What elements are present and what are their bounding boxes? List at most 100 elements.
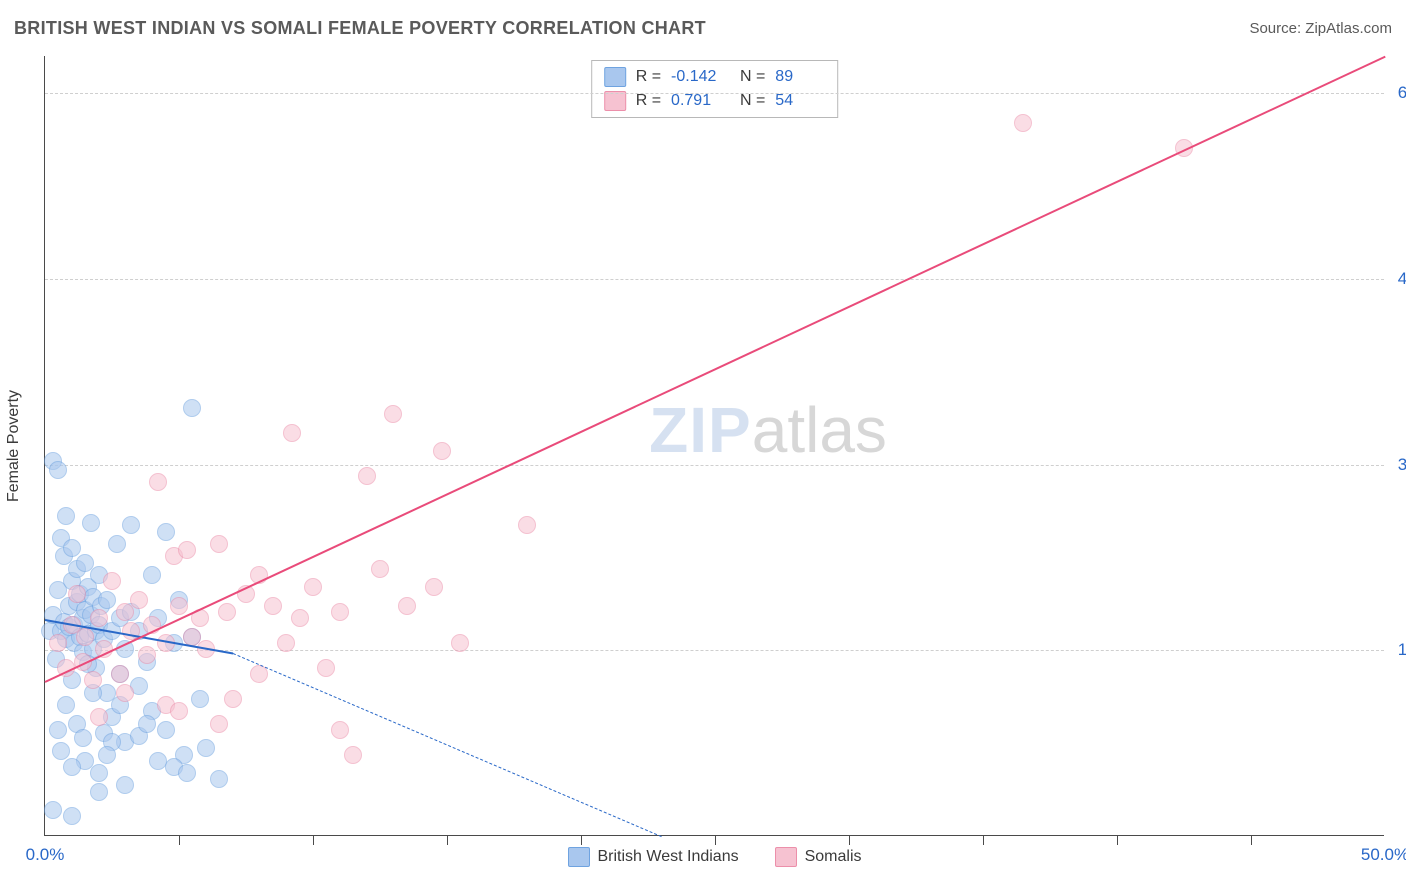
data-point: [277, 634, 295, 652]
data-point: [210, 770, 228, 788]
scatter-chart: ZIPatlas R = -0.142 N = 89 R = 0.791 N =…: [44, 56, 1384, 836]
data-point: [518, 516, 536, 534]
data-point: [138, 646, 156, 664]
data-point: [178, 764, 196, 782]
x-tick: [849, 835, 850, 845]
chart-title: BRITISH WEST INDIAN VS SOMALI FEMALE POV…: [14, 18, 706, 39]
correlation-stats-box: R = -0.142 N = 89 R = 0.791 N = 54: [591, 60, 839, 118]
data-point: [90, 609, 108, 627]
gridline: [45, 650, 1384, 651]
data-point: [178, 541, 196, 559]
gridline: [45, 279, 1384, 280]
data-point: [344, 746, 362, 764]
data-point: [116, 684, 134, 702]
r-value: 0.791: [671, 92, 721, 110]
data-point: [84, 671, 102, 689]
swatch-icon: [568, 847, 590, 867]
data-point: [210, 715, 228, 733]
data-point: [90, 764, 108, 782]
x-tick: [1251, 835, 1252, 845]
x-tick: [1117, 835, 1118, 845]
data-point: [149, 473, 167, 491]
data-point: [68, 585, 86, 603]
swatch-icon: [604, 67, 626, 87]
bottom-legend: British West Indians Somalis: [568, 847, 862, 867]
chart-header: BRITISH WEST INDIAN VS SOMALI FEMALE POV…: [14, 18, 1392, 39]
data-point: [224, 690, 242, 708]
y-tick-label: 60.0%: [1398, 83, 1406, 103]
data-point: [49, 461, 67, 479]
data-point: [218, 603, 236, 621]
data-point: [157, 721, 175, 739]
data-point: [304, 578, 322, 596]
x-tick: [179, 835, 180, 845]
x-tick-label: 50.0%: [1361, 845, 1406, 865]
source-attribution: Source: ZipAtlas.com: [1249, 20, 1392, 37]
r-value: -0.142: [671, 68, 721, 86]
watermark-zip: ZIP: [649, 394, 752, 466]
data-point: [111, 665, 129, 683]
data-point: [317, 659, 335, 677]
legend-item-0: British West Indians: [568, 847, 739, 867]
data-point: [90, 708, 108, 726]
watermark: ZIPatlas: [649, 393, 887, 467]
x-tick: [581, 835, 582, 845]
watermark-atlas: atlas: [752, 394, 887, 466]
data-point: [74, 729, 92, 747]
gridline: [45, 465, 1384, 466]
data-point: [44, 801, 62, 819]
data-point: [57, 507, 75, 525]
trend-line-extrapolated: [232, 653, 661, 837]
swatch-icon: [775, 847, 797, 867]
data-point: [52, 742, 70, 760]
data-point: [157, 523, 175, 541]
data-point: [116, 776, 134, 794]
data-point: [451, 634, 469, 652]
n-value: 54: [775, 92, 825, 110]
data-point: [57, 696, 75, 714]
data-point: [63, 539, 81, 557]
data-point: [143, 566, 161, 584]
data-point: [358, 467, 376, 485]
x-tick-label: 0.0%: [26, 845, 65, 865]
data-point: [331, 603, 349, 621]
data-point: [433, 442, 451, 460]
data-point: [98, 591, 116, 609]
x-tick: [313, 835, 314, 845]
data-point: [49, 721, 67, 739]
data-point: [103, 572, 121, 590]
data-point: [264, 597, 282, 615]
data-point: [122, 516, 140, 534]
x-tick: [983, 835, 984, 845]
data-point: [197, 739, 215, 757]
data-point: [82, 514, 100, 532]
legend-label: Somalis: [805, 848, 862, 866]
r-label: R =: [636, 92, 661, 110]
y-tick-label: 45.0%: [1398, 269, 1406, 289]
r-label: R =: [636, 68, 661, 86]
data-point: [398, 597, 416, 615]
n-value: 89: [775, 68, 825, 86]
data-point: [425, 578, 443, 596]
data-point: [130, 591, 148, 609]
y-tick-label: 15.0%: [1398, 640, 1406, 660]
data-point: [371, 560, 389, 578]
data-point: [331, 721, 349, 739]
data-point: [183, 399, 201, 417]
data-point: [138, 715, 156, 733]
data-point: [76, 628, 94, 646]
data-point: [191, 690, 209, 708]
trend-line: [45, 56, 1386, 683]
y-axis-label: Female Poverty: [5, 390, 23, 502]
legend-item-1: Somalis: [775, 847, 862, 867]
data-point: [384, 405, 402, 423]
data-point: [170, 597, 188, 615]
data-point: [283, 424, 301, 442]
data-point: [291, 609, 309, 627]
data-point: [210, 535, 228, 553]
gridline: [45, 93, 1384, 94]
x-tick: [447, 835, 448, 845]
data-point: [98, 746, 116, 764]
x-tick: [715, 835, 716, 845]
y-tick-label: 30.0%: [1398, 455, 1406, 475]
